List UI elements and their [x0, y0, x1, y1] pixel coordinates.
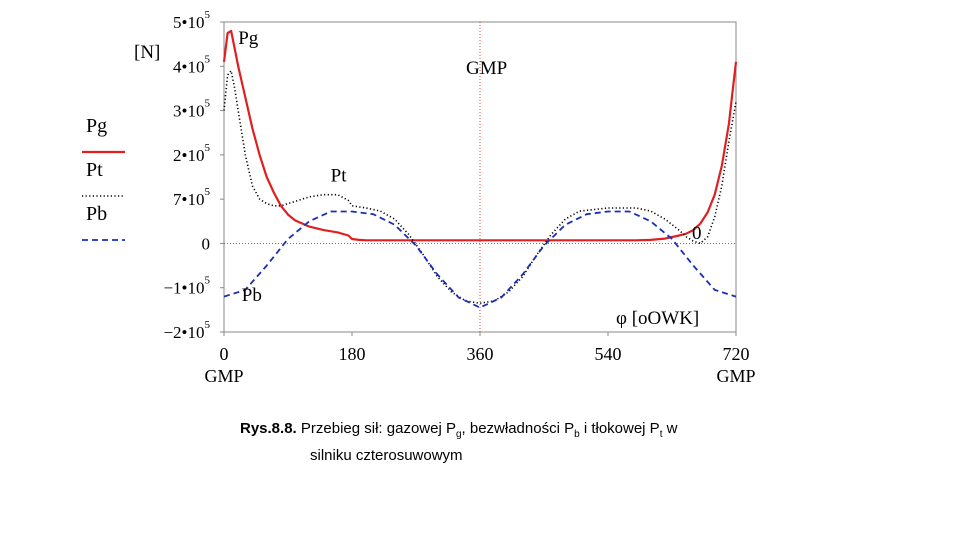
y-tick-label: −1•105 [163, 275, 210, 298]
y-tick-label: 4•105 [173, 53, 210, 76]
plot-content [222, 22, 738, 332]
zero-marker-label: 0 [692, 223, 702, 244]
series-label-pt: Pt [331, 165, 348, 186]
legend: Pg Pt Pb [82, 115, 125, 241]
caption-line-2: silniku czterosuwowym [310, 447, 463, 464]
y-axis-ticks: 5•105 4•105 3•105 2•105 7•105 0 −1•105 −2•105 [163, 9, 224, 342]
x-tick-label: 0 [220, 344, 229, 364]
y-tick-label: 3•105 [173, 98, 210, 121]
caption-text-2: , bezwładności P [461, 420, 575, 437]
caption-sub-b: b [574, 429, 580, 440]
y-tick-label: 5•105 [173, 9, 210, 32]
y-tick-label: 7•105 [173, 186, 210, 209]
y-tick-label: −2•105 [163, 319, 210, 342]
x-axis-label: φ [oOWK] [616, 308, 699, 329]
figure-caption: Rys.8.8. Przebieg sił: gazowej Pg, bezwł… [240, 418, 800, 466]
legend-label-pt: Pt [86, 159, 103, 181]
caption-text-1: Przebieg sił: gazowej P [296, 420, 456, 437]
caption-prefix: Rys.8.8. [240, 420, 297, 437]
gmp-top-label: GMP [466, 58, 507, 79]
x-tick-label: 720 [723, 344, 750, 364]
y-tick-label: 0 [202, 234, 211, 253]
series-label-pb: Pb [242, 285, 262, 306]
caption-sub-t: t [659, 429, 663, 440]
x-tick-label: 180 [339, 344, 366, 364]
caption-text-4: w [662, 420, 678, 437]
x-tick-label: 360 [467, 344, 494, 364]
x-tick-label: 540 [595, 344, 622, 364]
x-tick-sublabel: GMP [716, 366, 755, 386]
series-line-pg [222, 29, 738, 242]
legend-label-pb: Pb [86, 203, 107, 225]
legend-label-pg: Pg [86, 115, 107, 137]
x-tick-sublabel: GMP [204, 366, 243, 386]
caption-text-3: i tłokowej P [579, 420, 660, 437]
y-unit-label: [N] [134, 42, 160, 63]
series-label-pg: Pg [238, 28, 259, 49]
caption-sub-g: g [455, 429, 462, 440]
series-labels: Pg Pt Pb [238, 28, 347, 306]
y-tick-label: 2•105 [173, 142, 210, 165]
